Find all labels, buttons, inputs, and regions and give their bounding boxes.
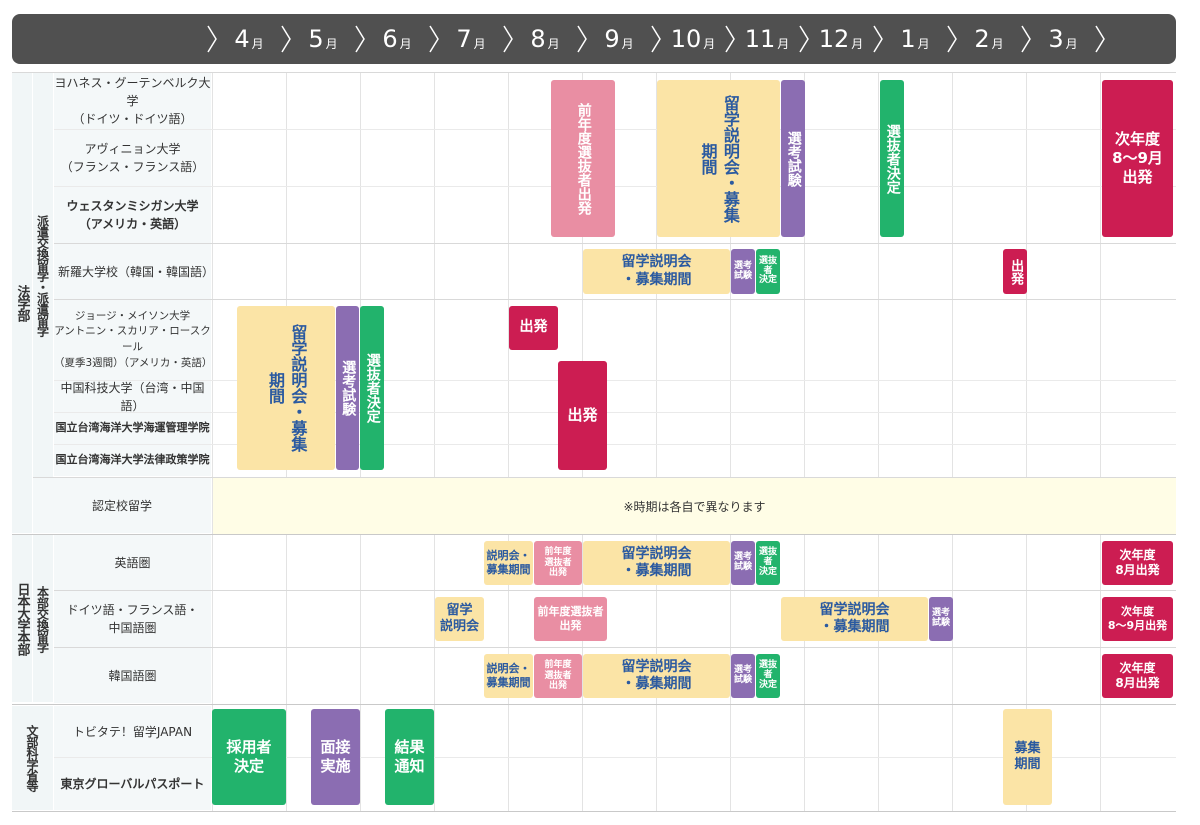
row-label-ntou-maritime: 国立台湾海洋大学海運管理学院 <box>54 413 211 444</box>
grid-line <box>878 72 879 812</box>
grid-line <box>54 412 1176 413</box>
boshu-bar: 募集 期間 <box>1003 709 1052 805</box>
grid-line <box>656 72 657 812</box>
category-honbu-exchange: 本部交換留学 <box>33 535 53 702</box>
taiwan-shuppatsu-bar: 出発 <box>558 361 607 470</box>
grid-line <box>54 299 1176 300</box>
gm-shuppatsu-bar: 出発 <box>509 306 558 350</box>
senbatsu-kettei-bar: 選抜者決定 <box>880 80 904 237</box>
row-label-english: 英語圏 <box>54 535 211 590</box>
category-faculty-law: 法学部 <box>12 73 32 533</box>
chevron-separators <box>207 25 1105 53</box>
en-kettei-bar: 選抜者 決定 <box>756 541 780 585</box>
nintei-band <box>213 478 1176 534</box>
kr-setsumeikai-bar: 説明会・ 募集期間 <box>484 654 533 698</box>
kr-senko-bar: 選考 試験 <box>731 654 755 698</box>
shinra-shuppatsu-bar: 出発 <box>1003 249 1027 294</box>
row-label-ntou-law: 国立台湾海洋大学法律政策学院 <box>54 445 211 476</box>
row-label-tokyo-global: 東京グローバルパスポート <box>54 758 211 810</box>
kr-kettei-bar: 選抜者 決定 <box>756 654 780 698</box>
row-label-china-tech: 中国科技大学（台湾・中国語） <box>54 381 211 413</box>
en-jinendo-bar: 次年度 8月出発 <box>1102 541 1173 585</box>
mensetsu-bar: 面接 実施 <box>311 709 360 805</box>
en-senko-bar: 選考 試験 <box>731 541 755 585</box>
grid-line <box>54 757 1176 758</box>
row-label-tobitate: トビタテ！留学JAPAN <box>54 706 211 757</box>
zennen-senbatsu-bar: 前年度選抜者出発 <box>551 80 615 237</box>
grid-line <box>12 811 1176 812</box>
gm-kettei-bar: 選抜者決定 <box>360 306 384 470</box>
gfc-ryugaku-setsumeikai-bar: 留学 説明会 <box>435 597 484 641</box>
shinra-setsumei-bar: 留学説明会 ・募集期間 <box>583 249 730 294</box>
grid-line <box>54 186 1176 187</box>
gfc-senko-bar: 選考 試験 <box>929 597 953 641</box>
month-label: 12 月 <box>818 25 864 53</box>
category-nihon-univ: 日本大学本部 <box>12 535 32 702</box>
en-setsumeikai-bar: 説明会・ 募集期間 <box>484 541 533 585</box>
setsumei-boshu-bar: 留学説明会・募集期間 <box>657 80 780 237</box>
grid-line <box>1100 72 1101 812</box>
grid-line <box>54 380 1176 381</box>
month-header-bar <box>12 14 1176 64</box>
row-label-johannes: ヨハネス・グーテンベルク大学 （ドイツ・ドイツ語） <box>54 73 211 129</box>
senko-shiken-bar: 選考試験 <box>781 80 805 237</box>
en-zennen-bar: 前年度 選抜者 出発 <box>534 541 582 585</box>
gfc-setsumei-bar: 留学説明会 ・募集期間 <box>781 597 928 641</box>
grid-line <box>54 243 1176 244</box>
row-label-george-mason: ジョージ・メイソン大学 アントニン・スカリア・ロースクール （夏季3週間）（アメ… <box>54 300 212 380</box>
grid-line <box>33 477 1176 478</box>
grid-line <box>730 72 731 812</box>
gfc-zennen-bar: 前年度選抜者 出発 <box>534 597 607 641</box>
shinra-kettei-bar: 選抜者 決定 <box>756 249 780 294</box>
row-label-shinra: 新羅大学校（韓国・韓国語） <box>54 244 214 299</box>
shinra-senko-bar: 選考 試験 <box>731 249 755 294</box>
grid-line <box>12 704 1176 705</box>
grid-line <box>12 72 1176 73</box>
kr-setsumei-bar: 留学説明会 ・募集期間 <box>583 654 730 698</box>
en-setsumei-bar: 留学説明会 ・募集期間 <box>583 541 730 585</box>
category-mext: 文部科学省等 <box>12 706 53 810</box>
saiyo-kettei-bar: 採用者 決定 <box>212 709 286 805</box>
row-label-nintei: 認定校留学 <box>33 478 211 533</box>
gm-senko-bar: 選考試験 <box>336 306 359 470</box>
grid-line <box>54 590 1176 591</box>
gfc-jinendo-bar: 次年度 8〜9月出発 <box>1102 597 1173 641</box>
grid-line <box>508 72 509 812</box>
grid-line <box>54 444 1176 445</box>
row-label-avignon: アヴィニョン大学 （フランス・フランス語） <box>54 130 211 186</box>
grid-line <box>952 72 953 812</box>
grid-line <box>804 72 805 812</box>
kr-jinendo-bar: 次年度 8月出発 <box>1102 654 1173 698</box>
grid-line <box>54 129 1176 130</box>
grid-line <box>54 647 1176 648</box>
row-label-german-french-chinese: ドイツ語・フランス語・ 中国語圏 <box>54 591 211 647</box>
gm-setsumei-bar: 留学説明会・募集期間 <box>237 306 335 470</box>
grid-line <box>1026 72 1027 812</box>
row-label-western-michigan: ウェスタンミシガン大学 （アメリカ・英語） <box>54 187 211 243</box>
row-label-korean: 韓国語圏 <box>54 648 211 703</box>
grid-line <box>212 72 213 812</box>
kekka-bar: 結果 通知 <box>385 709 434 805</box>
grid-line <box>12 534 1176 535</box>
nintei-note: ※時期は各自で異なります <box>623 499 766 514</box>
grid-line <box>434 72 435 812</box>
kr-zennen-bar: 前年度 選抜者 出発 <box>534 654 582 698</box>
month-label: 11 月 <box>744 25 790 53</box>
month-label: 10 月 <box>670 25 716 53</box>
jinendo-shuppatsu-bar: 次年度 8〜9月 出発 <box>1102 80 1173 237</box>
category-dispatch: 派遣交換留学・派遣留学 <box>33 73 53 477</box>
